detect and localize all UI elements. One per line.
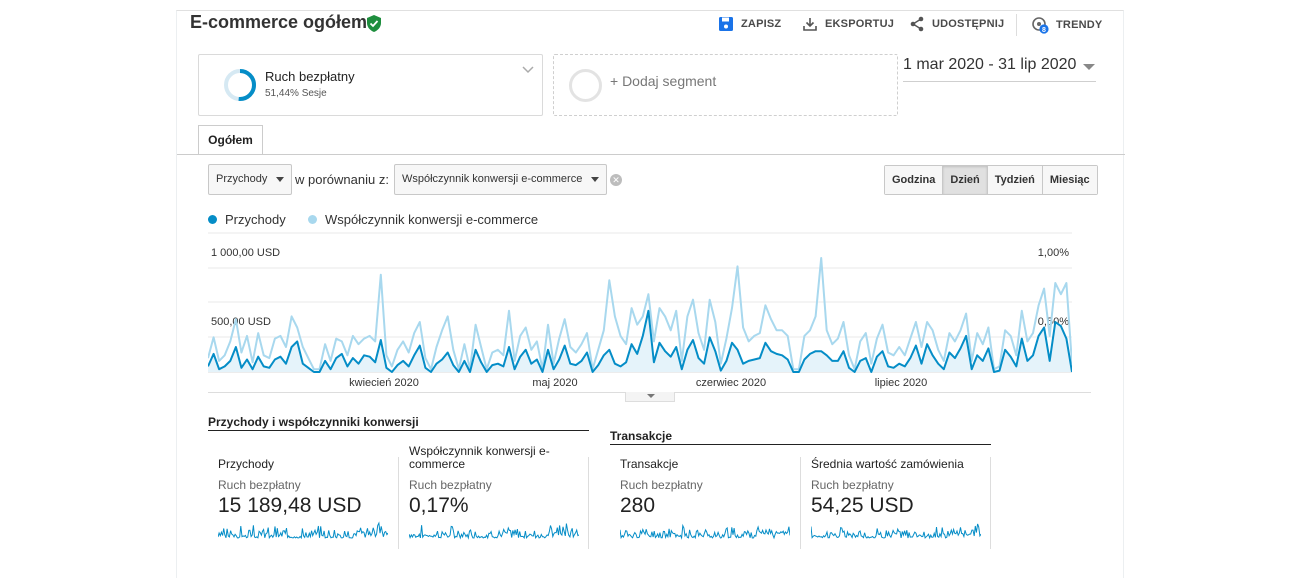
save-icon [719,17,733,31]
primary-metric-dropdown[interactable]: Przychody [208,164,293,195]
metric-value: 0,17% [409,494,469,517]
granularity-week-button[interactable]: Tydzień [986,166,1042,194]
metric-name: Transakcje [620,457,679,471]
toolbar-divider [1016,14,1017,36]
page-title: E-commerce ogółem [190,12,368,32]
x-tick-label: kwiecień 2020 [349,377,419,389]
download-icon [803,18,817,31]
sparkline [408,523,580,540]
metric-segment: Ruch bezpłatny [218,478,301,492]
sparkline [619,523,791,540]
empty-segment-circle-icon [569,69,602,102]
chart-expand-toggle[interactable] [625,392,675,402]
save-label: ZAPISZ [741,18,782,30]
x-tick-label: maj 2020 [532,377,577,389]
y-left-tick-label: 500,00 USD [211,316,271,328]
scorecard-divider [800,457,801,549]
x-tick-label: lipiec 2020 [875,377,928,389]
add-segment-card[interactable]: + Dodaj segment [553,54,898,116]
trends-badge: 8 [1042,27,1046,34]
date-range-caret-icon[interactable] [1083,64,1095,70]
legend-item-conversion-rate[interactable]: Współczynnik konwersji e-commerce [308,212,538,227]
y-left-tick-label: 1 000,00 USD [211,247,280,259]
trends-label: TRENDY [1056,19,1103,31]
legend-item-revenue[interactable]: Przychody [208,212,286,227]
scorecard-avg-order-value[interactable]: Średnia wartość zamówienia Ruch bezpłatn… [810,457,986,545]
scorecard-group-title: Transakcje [610,429,991,445]
granularity-hour-button[interactable]: Godzina [885,166,943,194]
granularity-month-button[interactable]: Miesiąc [1041,166,1097,194]
scorecard-divider [990,457,991,549]
granularity-toggle: Godzina Dzień Tydzień Miesiąc [884,165,1098,195]
scorecard-divider [398,457,399,549]
metric-value: 280 [620,494,656,517]
metric-name: Współczynnik konwersji e-commerce [409,444,550,471]
metric-segment: Ruch bezpłatny [811,478,894,492]
metric-value: 54,25 USD [811,494,914,517]
y-right-tick-label: 0,50% [1038,316,1069,328]
share-button[interactable]: UDOSTĘPNIJ [909,16,1004,32]
add-segment-label: + Dodaj segment [610,73,717,89]
metric-name: Średnia wartość zamówienia [811,457,964,471]
date-range-underline [903,81,1096,82]
metric-value: 15 189,48 USD [218,494,362,517]
export-label: EKSPORTUJ [825,18,895,30]
legend-dot [208,215,217,224]
date-range-picker[interactable]: 1 mar 2020 - 31 lip 2020 [903,56,1077,73]
metric-segment: Ruch bezpłatny [409,478,492,492]
segment-card-organic[interactable]: Ruch bezpłatny 51,44% Sesje [198,54,543,116]
metric-name: Przychody [218,457,275,471]
legend-label: Współczynnik konwersji e-commerce [325,212,539,227]
legend-label: Przychody [225,212,286,227]
legend-dot [308,215,317,224]
granularity-day-button[interactable]: Dzień [942,166,987,194]
sparkline [217,521,389,540]
compare-label: w porównaniu z: [295,172,389,187]
sparkline [810,523,982,540]
trends-icon: 8 [1032,17,1049,34]
scorecard-divider [588,457,589,549]
scorecard-group-title: Przychody i współczynniki konwersji [208,415,589,431]
trends-button[interactable]: 8 TRENDY [1031,16,1102,34]
share-label: UDOSTĘPNIJ [932,18,1005,30]
verified-shield-icon [367,15,381,32]
x-tick-label: czerwiec 2020 [696,377,766,389]
segment-sessions-share: 51,44% Sesje [265,88,327,99]
revenue-line [208,309,1072,373]
conversion-rate-line [208,257,1072,371]
tab-underline [177,154,1125,155]
scorecard-conversion-rate[interactable]: Współczynnik konwersji e-commerce Ruch b… [408,444,584,545]
secondary-metric-dropdown[interactable]: Współczynnik konwersji e-commerce [394,164,608,195]
chevron-down-icon[interactable] [522,66,534,74]
segment-donut-icon [224,69,256,101]
scorecard-revenue[interactable]: Przychody Ruch bezpłatny 15 189,48 USD [217,457,393,545]
y-right-tick-label: 1,00% [1038,247,1069,259]
metric-segment: Ruch bezpłatny [620,478,703,492]
save-button[interactable]: ZAPISZ [718,16,781,32]
segment-name: Ruch bezpłatny [265,69,355,84]
tab-overview[interactable]: Ogółem [198,125,263,155]
line-chart[interactable]: 1 000,00 USD 500,00 USD 1,00% 0,50% kwie… [208,231,1072,406]
clear-comparison-icon[interactable]: ✕ [610,174,622,186]
share-icon [910,16,924,32]
scorecard-transactions[interactable]: Transakcje Ruch bezpłatny 280 [619,457,795,545]
report-page: E-commerce ogółem ZAPISZ EKSPORTUJ UDOST… [176,10,1125,578]
export-button[interactable]: EKSPORTUJ [802,16,894,32]
